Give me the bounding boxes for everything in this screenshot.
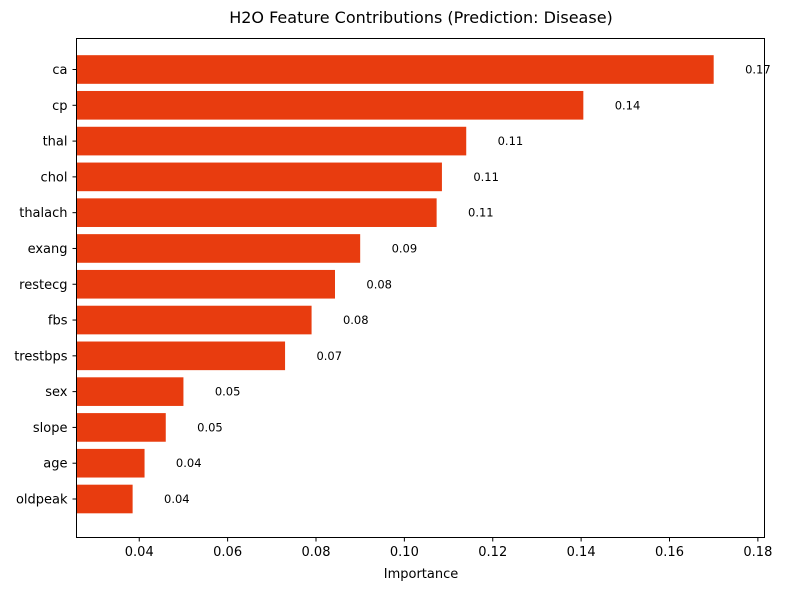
value-label-sex: 0.05 bbox=[215, 385, 241, 399]
x-tick-label: 0.06 bbox=[213, 545, 242, 560]
x-axis: 0.04 0.06 0.08 0.10 0.12 0.14 0.16 0.18 bbox=[125, 537, 772, 560]
bar-age bbox=[76, 448, 145, 478]
bar-cp bbox=[76, 90, 584, 120]
y-axis: ca cp thal chol thalach exang restecg fbs trestb… bbox=[14, 63, 77, 508]
value-label-exang: 0.09 bbox=[392, 241, 418, 255]
y-tick-label-ca: ca bbox=[52, 63, 67, 78]
x-tick-label: 0.14 bbox=[567, 545, 596, 560]
y-tick-label-exang: exang bbox=[28, 242, 68, 257]
value-label-thal: 0.11 bbox=[498, 134, 524, 148]
bar-ca bbox=[76, 55, 714, 84]
chart-title: H2O Feature Contributions (Prediction: D… bbox=[229, 8, 613, 27]
y-tick-label-fbs: fbs bbox=[48, 314, 68, 329]
bar-chol bbox=[76, 162, 442, 192]
bar-restecg bbox=[76, 269, 335, 299]
x-tick-label: 0.16 bbox=[655, 545, 684, 560]
value-labels-layer: 0.17 0.14 0.11 0.11 0.11 0.09 0.08 0.08 0.07 0.05… bbox=[164, 63, 771, 507]
x-tick-label: 0.12 bbox=[478, 545, 507, 560]
value-label-ca: 0.17 bbox=[745, 63, 771, 77]
bar-thal bbox=[76, 126, 467, 156]
x-tick-label: 0.04 bbox=[125, 545, 154, 560]
y-tick-label-slope: slope bbox=[33, 421, 68, 436]
value-label-restecg: 0.08 bbox=[366, 277, 392, 291]
bars-layer bbox=[76, 55, 714, 514]
bar-thalach bbox=[76, 198, 437, 227]
bar-oldpeak bbox=[76, 484, 133, 514]
y-tick-label-sex: sex bbox=[45, 385, 68, 400]
y-tick-label-cp: cp bbox=[52, 99, 67, 114]
x-axis-label: Importance bbox=[384, 567, 459, 582]
plot-frame bbox=[76, 38, 765, 538]
value-label-cp: 0.14 bbox=[615, 98, 641, 112]
y-tick-label-oldpeak: oldpeak bbox=[16, 493, 68, 508]
value-label-slope: 0.05 bbox=[197, 420, 223, 434]
x-tick-label: 0.10 bbox=[390, 545, 419, 560]
y-tick-label-age: age bbox=[43, 457, 67, 472]
value-label-fbs: 0.08 bbox=[343, 313, 369, 327]
value-label-trestbps: 0.07 bbox=[316, 349, 342, 363]
value-label-chol: 0.11 bbox=[473, 170, 499, 184]
x-tick-label: 0.18 bbox=[743, 545, 772, 560]
value-label-oldpeak: 0.04 bbox=[164, 492, 190, 506]
value-label-age: 0.04 bbox=[176, 456, 202, 470]
y-tick-label-thalach: thalach bbox=[19, 206, 67, 221]
value-label-thalach: 0.11 bbox=[468, 206, 494, 220]
y-tick-label-restecg: restecg bbox=[19, 278, 67, 293]
bar-fbs bbox=[76, 305, 312, 335]
bar-trestbps bbox=[76, 341, 286, 371]
y-tick-label-chol: chol bbox=[41, 170, 68, 185]
x-tick-label: 0.08 bbox=[302, 545, 331, 560]
bar-exang bbox=[76, 234, 361, 263]
bar-slope bbox=[76, 413, 166, 442]
y-tick-label-trestbps: trestbps bbox=[14, 349, 68, 364]
bar-sex bbox=[76, 377, 184, 406]
y-tick-label-thal: thal bbox=[43, 135, 68, 150]
